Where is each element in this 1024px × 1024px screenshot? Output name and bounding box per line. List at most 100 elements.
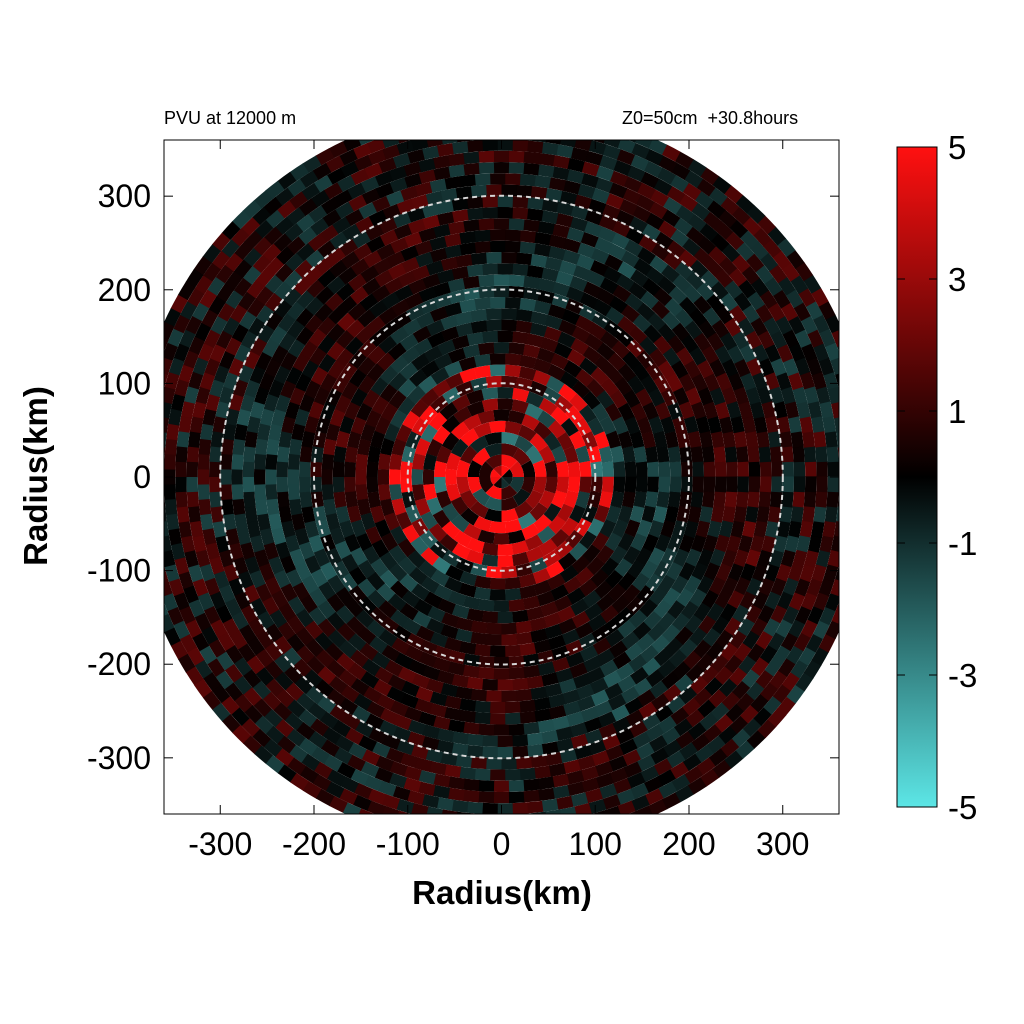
pv-cell — [240, 394, 256, 413]
pv-cell — [746, 577, 763, 597]
pv-cell — [447, 221, 465, 235]
pv-cell — [683, 415, 699, 434]
pv-cell — [396, 798, 415, 814]
pv-cell — [682, 182, 702, 201]
pv-cell — [302, 155, 322, 174]
pv-cell — [404, 765, 423, 782]
pv-cell — [466, 264, 484, 278]
pv-cell — [493, 532, 510, 545]
pv-cell — [314, 632, 334, 651]
pv-cell — [414, 438, 431, 457]
pv-cell — [721, 243, 741, 263]
pv-cell — [623, 545, 641, 565]
pv-cell — [570, 733, 589, 749]
pv-cell — [727, 344, 745, 364]
pv-cell — [210, 619, 228, 639]
pv-cell — [586, 270, 605, 288]
pv-cell — [225, 645, 244, 665]
pv-cell — [426, 319, 445, 337]
pv-cell — [285, 366, 303, 386]
pv-cell — [724, 749, 744, 769]
pv-cell — [481, 195, 498, 208]
pv-cell — [515, 620, 533, 634]
pv-cell — [346, 182, 366, 200]
pv-cell — [687, 159, 707, 177]
pv-cell — [174, 379, 190, 398]
pv-cell — [605, 193, 624, 210]
pv-cell — [164, 417, 170, 434]
pv-cell — [566, 348, 586, 367]
pv-cell — [701, 589, 720, 609]
x-tick-label: 100 — [569, 826, 622, 862]
pv-cell — [325, 642, 345, 662]
pv-cell — [386, 747, 405, 764]
pv-cell — [742, 415, 757, 434]
pv-cell — [549, 831, 566, 845]
pv-cell — [414, 498, 431, 517]
pv-cell — [643, 610, 663, 630]
pv-cell — [625, 227, 645, 245]
pv-cell — [512, 196, 529, 209]
pv-cell — [434, 460, 447, 478]
pv-cell — [601, 461, 615, 477]
pv-cell — [576, 254, 595, 271]
pv-cell — [238, 643, 257, 663]
pv-cell — [819, 328, 836, 347]
pv-cell — [687, 776, 708, 795]
pv-cell — [395, 511, 413, 530]
pv-cell — [520, 835, 537, 847]
pv-cell — [666, 750, 686, 768]
pv-cell — [402, 318, 422, 337]
pv-cell — [558, 617, 577, 635]
pv-cell — [164, 373, 168, 390]
pv-cell — [422, 794, 440, 809]
pv-cell — [678, 249, 698, 268]
pv-cell — [707, 520, 722, 538]
pv-cell — [782, 577, 799, 596]
pv-cell — [696, 178, 716, 197]
pv-cell — [338, 669, 358, 688]
pv-cell — [367, 149, 387, 166]
pv-cell — [230, 631, 248, 651]
pv-cell — [558, 552, 577, 571]
pv-cell — [698, 614, 717, 634]
pv-cell — [451, 514, 470, 533]
pv-cell — [486, 622, 502, 635]
pv-cell — [320, 561, 338, 581]
pv-cell — [388, 390, 407, 410]
pv-cell — [234, 657, 253, 677]
pv-cell — [701, 445, 715, 463]
pv-cell — [403, 161, 422, 177]
y-tick-label: -200 — [87, 646, 151, 682]
pv-cell — [478, 655, 495, 669]
pv-cell — [624, 642, 644, 661]
pv-cell — [746, 291, 765, 311]
pv-cell — [816, 461, 828, 477]
pv-cell — [793, 461, 806, 477]
pv-cell — [451, 742, 469, 757]
pv-cell — [614, 376, 633, 396]
pv-cell — [164, 550, 176, 568]
pv-cell — [607, 243, 627, 261]
pv-cell — [391, 299, 411, 317]
pv-cell — [763, 371, 780, 391]
pv-cell — [369, 606, 388, 626]
pv-cell — [571, 325, 591, 344]
pv-cell — [807, 400, 822, 419]
pv-cell — [489, 173, 506, 185]
pv-cell — [203, 672, 222, 692]
pv-cell — [164, 484, 176, 501]
pv-cell — [482, 678, 499, 691]
pv-cell — [617, 261, 637, 279]
pv-cell — [825, 314, 839, 334]
pv-cell — [265, 755, 286, 774]
pv-cell — [447, 661, 466, 676]
pv-cell — [758, 491, 772, 508]
pv-cell — [758, 577, 775, 596]
pv-cell — [707, 415, 722, 434]
pv-cell — [753, 520, 768, 538]
pv-cell — [485, 252, 502, 264]
pv-cell — [393, 714, 413, 731]
pv-cell — [466, 332, 484, 346]
pv-cell — [396, 198, 415, 215]
